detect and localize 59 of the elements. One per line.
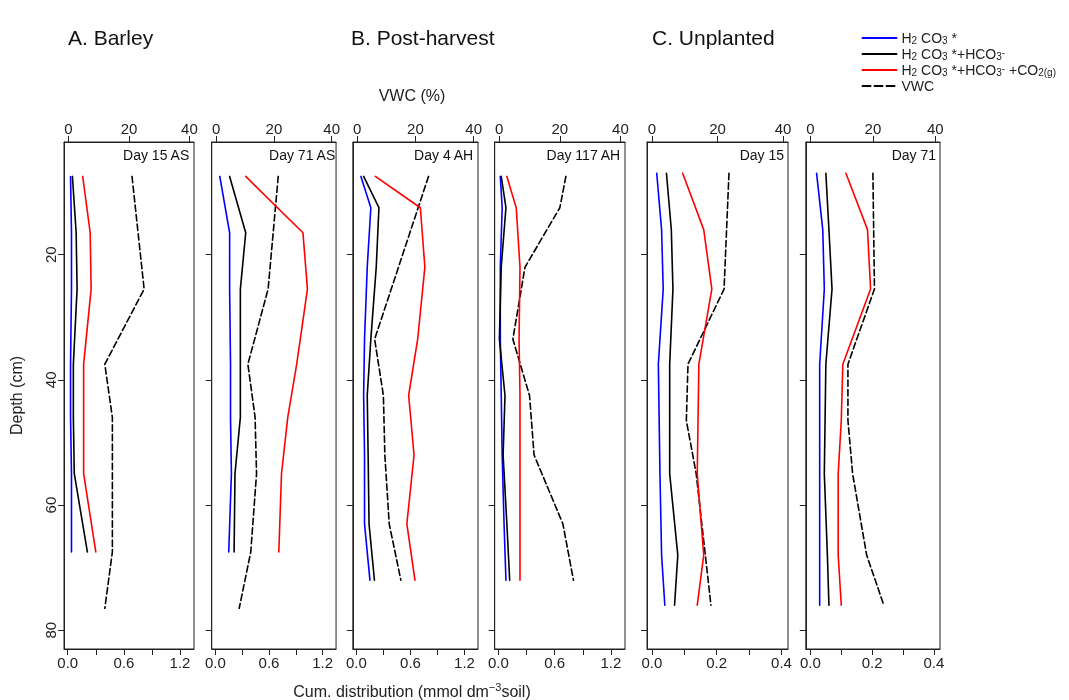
x-tick-label: 0.0	[204, 654, 226, 671]
x-tick-label: 0.6	[544, 654, 566, 671]
x2-tick-label: 0	[495, 120, 504, 137]
x2-tick-label: 0	[64, 120, 73, 137]
x2-tick-label: 40	[181, 120, 198, 137]
x2-tick-label: 0	[806, 120, 815, 137]
y-tick-label: 40	[42, 371, 59, 389]
y-tick-label: 60	[42, 496, 59, 514]
legend-label: H2 CO3 *+HCO3-	[901, 46, 1006, 62]
x-tick-label: 0.4	[771, 654, 792, 671]
x2-tick-label: 20	[120, 120, 138, 137]
x2-tick-label: 40	[612, 120, 629, 137]
x-tick-label: 1.2	[312, 654, 334, 671]
x-tick-label: 0.2	[706, 654, 728, 671]
x2-tick-label: 0	[353, 120, 362, 137]
x-tick-label: 0.6	[258, 654, 280, 671]
x-tick-label: 1.2	[454, 654, 475, 671]
chart-title: B. Post-harvest	[351, 26, 495, 49]
x-tick-label: 0.0	[57, 654, 79, 671]
x2-tick-label: 20	[265, 120, 283, 137]
x-tick-label: 0.0	[641, 654, 663, 671]
x2-tick-label: 40	[323, 120, 341, 137]
line-series	[69, 175, 73, 553]
annotation: Day 15	[739, 147, 785, 163]
x2-tick-label: 20	[864, 120, 882, 137]
x2-tick-label: 20	[407, 120, 424, 137]
annotation: Day 71 AS	[269, 147, 336, 163]
x2-tick-label: 0	[211, 120, 221, 137]
line-series	[81, 175, 97, 553]
chart-title: A. Barley	[68, 26, 154, 49]
x-tick-label: 0.0	[800, 654, 821, 671]
x2-tick-label: 20	[709, 120, 726, 137]
legend-label: H2 CO3 *	[901, 30, 958, 46]
x-tick-label: 0.2	[861, 654, 883, 671]
annotation: Day 71	[891, 147, 937, 163]
line-series	[71, 175, 89, 553]
x2-tick-label: 40	[926, 120, 944, 137]
x-tick-label: 0.6	[113, 654, 135, 671]
x2-tick-label: 40	[774, 120, 792, 137]
annotation: Day 4 AH	[414, 147, 474, 163]
x2-tick-label: 20	[551, 120, 569, 137]
y-tick-label: 20	[42, 246, 59, 264]
x2-tick-label: 0	[647, 120, 657, 137]
legend-label: VWC	[901, 78, 935, 94]
text: H2 CO3 *+HCO3- +CO2(g)	[901, 62, 1057, 78]
annotation: Day 117 AH	[546, 147, 621, 163]
annotation: Day 15 AS	[123, 147, 190, 163]
chart-title: C. Unplanted	[652, 26, 775, 49]
y-axis-title: Depth (cm)	[7, 355, 25, 436]
x-tick-label: 0.0	[346, 654, 367, 671]
x-tick-label: 1.2	[169, 654, 191, 671]
x-tick-label: 0.4	[923, 654, 945, 671]
x2-axis-title: VWC (%)	[378, 86, 446, 106]
x-tick-label: 1.2	[600, 654, 622, 671]
x-tick-label: 0.6	[400, 654, 421, 671]
x2-tick-label: 40	[465, 120, 482, 137]
y-tick-label: 80	[42, 621, 59, 639]
x-axis-title: Cum. distribution (mmol dm$^{−3}$soil)	[293, 680, 531, 700]
x-tick-label: 0.0	[488, 654, 509, 671]
